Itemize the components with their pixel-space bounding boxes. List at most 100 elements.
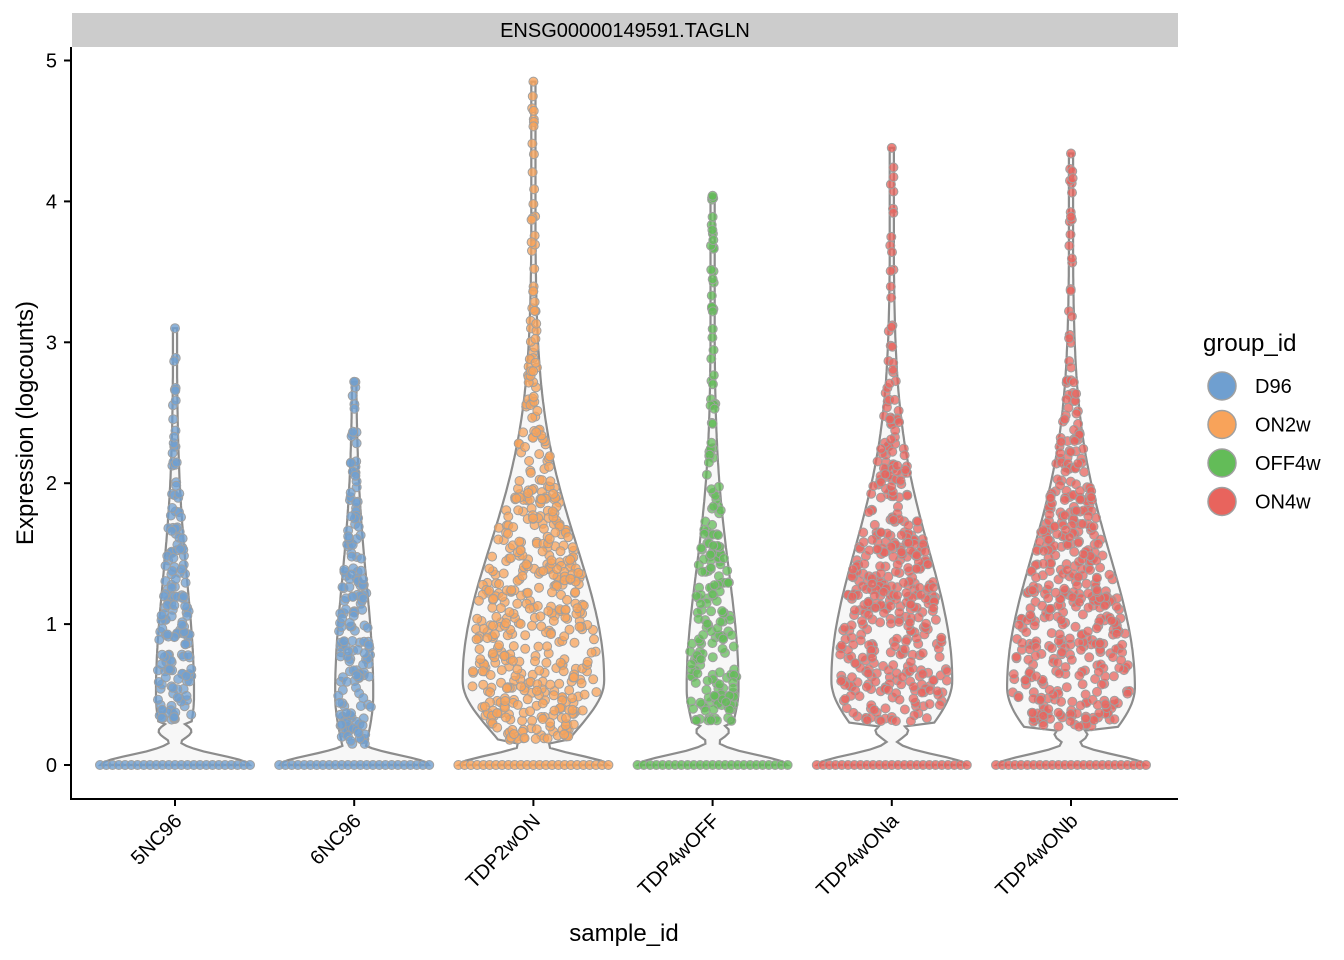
data-point [894, 694, 905, 705]
data-point [1100, 699, 1111, 710]
data-point [1059, 414, 1070, 425]
data-point [888, 172, 899, 182]
data-point [1108, 671, 1119, 682]
y-tick-label: 4 [46, 191, 57, 213]
data-point [905, 599, 916, 610]
data-point [707, 306, 718, 317]
data-point [721, 697, 731, 708]
data-point [175, 544, 185, 555]
data-point [930, 614, 941, 625]
data-point [245, 760, 255, 770]
data-point [1071, 505, 1082, 516]
data-point [897, 671, 908, 682]
y-tick-label: 2 [46, 473, 57, 495]
data-point [888, 162, 899, 173]
data-point [898, 577, 909, 588]
data-point [901, 587, 912, 598]
facet-strip [72, 13, 1178, 47]
data-point [528, 366, 539, 377]
violin-TDP4wOFF [632, 190, 793, 770]
data-point [1093, 666, 1104, 677]
data-point [1099, 600, 1110, 611]
data-point [911, 633, 922, 644]
data-point [870, 602, 881, 613]
data-point [1050, 587, 1061, 598]
data-point [920, 546, 931, 557]
data-point [706, 290, 717, 301]
data-point [514, 476, 525, 486]
data-point [890, 716, 901, 727]
data-point [474, 644, 485, 655]
data-point [170, 385, 181, 396]
data-point [849, 605, 860, 616]
data-point [886, 321, 897, 332]
data-point [892, 460, 903, 471]
data-point [501, 618, 511, 629]
data-point [714, 679, 725, 690]
data-point [1053, 721, 1064, 732]
data-point [961, 760, 972, 770]
data-point [509, 729, 519, 740]
data-point-max [170, 323, 180, 334]
data-point [903, 520, 914, 531]
data-point [862, 715, 873, 726]
data-point [528, 513, 539, 524]
data-point [341, 676, 352, 687]
y-axis-title: Expression (logcounts) [12, 301, 39, 545]
data-point [574, 621, 585, 632]
data-point [356, 553, 367, 564]
x-tick-label: TDP4wONb [992, 810, 1083, 901]
data-point [875, 617, 886, 628]
data-point [728, 641, 739, 652]
data-point [1056, 696, 1067, 707]
data-point [508, 641, 519, 652]
data-point [526, 237, 537, 248]
data-point [542, 733, 553, 744]
data-point [473, 595, 484, 606]
data-point [527, 412, 538, 423]
data-point [697, 566, 708, 577]
data-point [707, 379, 718, 390]
data-point [569, 637, 580, 648]
data-point [1013, 692, 1024, 703]
data-point [546, 555, 557, 566]
data-point [1117, 639, 1128, 650]
data-point-max [1066, 148, 1076, 159]
data-point [839, 622, 850, 633]
data-point [1093, 538, 1104, 549]
data-point [547, 587, 557, 598]
data-point [530, 733, 541, 744]
data-point [1104, 569, 1115, 580]
data-point [713, 571, 724, 582]
data-point [527, 138, 538, 149]
data-point [527, 167, 538, 178]
data-point [507, 655, 518, 666]
data-point [709, 403, 720, 414]
data-point [528, 121, 539, 132]
data-point [863, 609, 874, 620]
data-point [169, 431, 180, 442]
violin-points [453, 76, 614, 770]
data-point [492, 722, 503, 733]
data-point [903, 537, 914, 548]
data-point [1077, 609, 1088, 620]
data-point [884, 378, 895, 389]
x-axis-title: sample_id [569, 920, 678, 947]
data-point [701, 469, 712, 480]
data-point [181, 690, 192, 701]
data-point [180, 601, 191, 612]
data-point [531, 427, 542, 438]
data-point [928, 582, 939, 593]
data-point [908, 693, 919, 704]
data-point [899, 450, 910, 461]
data-point [1038, 720, 1049, 731]
data-point [887, 341, 898, 352]
data-point [529, 263, 540, 274]
data-point [347, 591, 358, 602]
data-point [478, 679, 489, 690]
data-point [908, 681, 919, 692]
data-point [172, 692, 183, 703]
data-point [527, 91, 538, 102]
data-point [1055, 480, 1065, 491]
data-point [1066, 362, 1077, 373]
